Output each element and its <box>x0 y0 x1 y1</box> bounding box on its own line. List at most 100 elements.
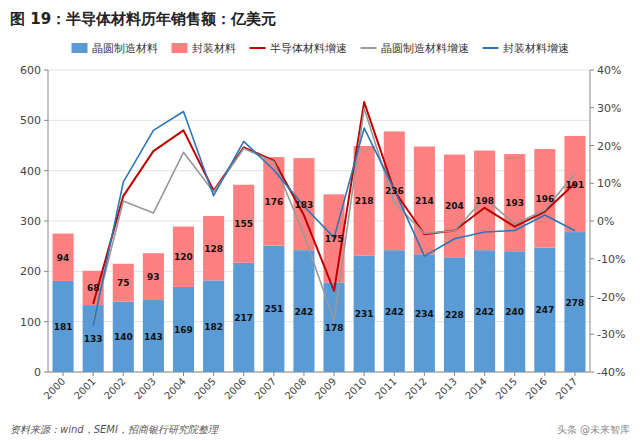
legend-label: 晶圆制造材料增速 <box>381 42 469 55</box>
bar <box>534 149 555 248</box>
data-label: 143 <box>144 332 163 342</box>
x-tick <box>123 372 124 376</box>
legend-label: 封装材料增速 <box>503 42 569 55</box>
x-tick <box>213 372 214 376</box>
x-tick-label: 2000 <box>42 376 68 402</box>
data-label: 217 <box>234 313 253 323</box>
data-label: 228 <box>445 310 464 320</box>
x-tick-label: 2006 <box>222 376 248 402</box>
y2-tick <box>590 107 594 108</box>
x-tick <box>183 372 184 376</box>
legend-swatch <box>250 47 266 49</box>
data-label: 68 <box>87 283 100 293</box>
bar <box>474 250 495 372</box>
data-label: 236 <box>385 186 404 196</box>
y-tick <box>44 120 48 121</box>
data-label: 198 <box>475 196 494 206</box>
data-label: 181 <box>54 322 73 332</box>
y2-tick-label: -20% <box>597 291 625 304</box>
y-tick-label: 400 <box>20 165 41 178</box>
y-tick <box>44 170 48 171</box>
legend-item: 半导体材料增速 <box>250 42 347 55</box>
y-tick-label: 300 <box>20 215 41 228</box>
bar <box>293 250 314 372</box>
x-tick-label: 2016 <box>523 376 549 402</box>
data-label: 94 <box>57 253 70 263</box>
x-tick <box>243 372 244 376</box>
x-tick-label: 2017 <box>554 376 580 402</box>
x-tick <box>484 372 485 376</box>
data-label: 193 <box>505 198 524 208</box>
y2-axis-line <box>590 70 591 372</box>
grid-line <box>48 70 590 71</box>
bar <box>354 256 375 372</box>
data-label: 176 <box>264 197 283 207</box>
legend-swatch <box>172 43 188 53</box>
y2-tick-label: 10% <box>597 177 621 190</box>
chart: 图 19：半导体材料历年销售额：亿美元0100200300400500600-4… <box>0 0 640 441</box>
data-label: 133 <box>84 334 103 344</box>
bar <box>233 185 254 263</box>
x-tick-label: 2015 <box>493 376 519 402</box>
data-label: 242 <box>475 307 494 317</box>
bar <box>83 305 104 372</box>
legend-swatch <box>361 47 377 49</box>
bar <box>414 254 435 372</box>
grid-line <box>48 120 590 121</box>
bar <box>324 282 345 372</box>
marks <box>53 102 586 372</box>
bar <box>384 131 405 250</box>
data-label: 214 <box>415 196 434 206</box>
legend-swatch <box>483 47 499 49</box>
data-label: 204 <box>445 201 464 211</box>
title: 图 19：半导体材料历年销售额：亿美元 <box>10 10 276 28</box>
bar <box>143 253 164 300</box>
y-tick <box>44 372 48 373</box>
x-tick-label: 2011 <box>373 376 399 402</box>
y-tick-label: 0 <box>34 366 41 379</box>
bar <box>53 234 74 281</box>
data-label: 242 <box>385 307 404 317</box>
x-tick <box>303 372 304 376</box>
x-tick-label: 2001 <box>72 376 98 402</box>
bar <box>143 300 164 372</box>
x-tick <box>574 372 575 376</box>
legend-item: 晶圆制造材料 <box>72 42 158 55</box>
x-tick-label: 2008 <box>283 376 309 402</box>
legend-item: 晶圆制造材料增速 <box>361 42 469 55</box>
x-tick <box>364 372 365 376</box>
y2-tick <box>590 183 594 184</box>
x-tick-label: 2002 <box>102 376 128 402</box>
y2-tick <box>590 372 594 373</box>
x-tick-label: 2010 <box>343 376 369 402</box>
y2-tick <box>590 70 594 71</box>
data-label: 75 <box>117 278 130 288</box>
line <box>93 102 575 304</box>
annotation: 资料来源：wind，SEMI，招商银行研究院整理 <box>10 424 219 435</box>
legend-label: 晶圆制造材料 <box>92 42 158 55</box>
x-tick-label: 2004 <box>162 376 188 402</box>
x-tick <box>93 372 94 376</box>
legend-item: 封装材料增速 <box>483 42 569 55</box>
y2-tick-label: 30% <box>597 102 621 115</box>
x-tick <box>273 372 274 376</box>
x-tick <box>514 372 515 376</box>
bar <box>173 287 194 372</box>
bar <box>203 216 224 280</box>
line <box>93 109 575 322</box>
y2-tick <box>590 258 594 259</box>
x-tick <box>424 372 425 376</box>
y2-tick <box>590 145 594 146</box>
y-tick-label: 200 <box>20 265 41 278</box>
x-tick-label: 2007 <box>252 376 278 402</box>
bar <box>474 151 495 251</box>
data-labels: 1811331401431691822172512421782312422342… <box>54 180 585 345</box>
data-label: 182 <box>204 322 223 332</box>
y-tick-label: 500 <box>20 114 41 127</box>
data-label: 278 <box>566 298 585 308</box>
bar <box>564 136 585 232</box>
y2-tick-label: -40% <box>597 366 625 379</box>
y-tick <box>44 271 48 272</box>
data-label: 93 <box>147 272 160 282</box>
data-label: 155 <box>234 219 253 229</box>
